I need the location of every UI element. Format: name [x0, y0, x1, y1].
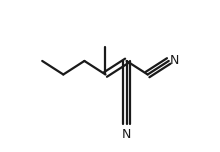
Text: N: N	[122, 128, 131, 141]
Text: N: N	[170, 54, 180, 67]
